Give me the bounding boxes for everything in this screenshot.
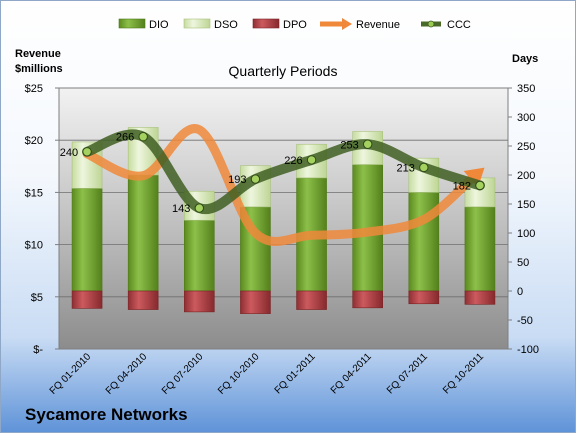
right-tick-label: 50 — [517, 257, 529, 269]
bar-dio — [184, 219, 215, 292]
legend-label-revenue: Revenue — [356, 19, 400, 31]
left-axis-label-line2: $millions — [15, 63, 63, 75]
chart-title: Quarterly Periods — [229, 63, 338, 79]
company-name: Sycamore Networks — [25, 405, 188, 424]
right-tick-label: 200 — [517, 170, 535, 182]
left-tick-label: $20 — [25, 135, 43, 147]
right-tick-label: 300 — [517, 112, 535, 124]
right-tick-label: -50 — [517, 315, 533, 327]
legend-swatch-dso — [183, 18, 211, 29]
category-label: FQ 01-2011 — [273, 351, 318, 396]
legend: DIO DSO DPO Revenue CCC — [118, 18, 471, 31]
bar-dpo — [240, 290, 271, 314]
left-tick-label: $5 — [31, 292, 43, 304]
legend-label-dpo: DPO — [283, 19, 307, 31]
ccc-point — [419, 162, 429, 173]
category-label: FQ 10-2011 — [441, 351, 486, 396]
legend-label-dso: DSO — [214, 19, 238, 31]
right-tick-label: 250 — [517, 141, 535, 153]
legend-marker-ccc — [427, 20, 435, 28]
right-tick-label: 350 — [517, 83, 535, 95]
category-label: FQ 07-2011 — [385, 351, 430, 396]
ccc-data-label: 266 — [116, 132, 134, 144]
category-label: FQ 04-2010 — [104, 351, 150, 397]
left-axis-label-line1: Revenue — [15, 48, 61, 60]
bar-dpo — [408, 290, 440, 305]
right-tick-label: -100 — [517, 344, 539, 356]
ccc-point — [82, 147, 92, 157]
left-tick-label: $- — [33, 344, 43, 356]
left-tick-label: $10 — [25, 240, 43, 252]
ccc-data-label: 193 — [228, 174, 246, 186]
bar-dio — [464, 206, 496, 292]
bar-dpo — [296, 290, 327, 310]
bar-dpo — [184, 290, 215, 313]
ccc-point — [250, 174, 261, 184]
bar-dio — [71, 188, 103, 292]
plot-area — [58, 87, 509, 350]
ccc-point — [138, 132, 148, 142]
legend-swatch-dpo — [252, 18, 280, 29]
ccc-point — [306, 155, 317, 165]
bar-dpo — [352, 290, 383, 309]
right-tick-label: 0 — [517, 286, 523, 298]
category-label: FQ 10-2010 — [216, 351, 262, 397]
bar-dpo — [127, 290, 159, 310]
bar-dio — [127, 174, 159, 292]
ccc-data-label: 182 — [453, 180, 471, 192]
category-label: FQ 04-2011 — [329, 351, 374, 396]
ccc-point — [194, 203, 205, 213]
right-axis-label: Days — [512, 53, 538, 65]
legend-label-ccc: CCC — [447, 19, 471, 31]
ccc-point — [362, 139, 373, 149]
bar-dpo — [464, 290, 496, 305]
ccc-data-label: 143 — [172, 203, 190, 215]
legend-label-dio: DIO — [149, 19, 169, 31]
right-tick-label: 150 — [517, 199, 535, 211]
ccc-data-label: 240 — [60, 147, 78, 159]
line-revenue — [82, 124, 477, 247]
legend-arrow-revenue — [342, 18, 352, 30]
ccc-point — [475, 180, 485, 191]
ccc-data-label: 226 — [284, 155, 302, 167]
bar-dpo — [71, 290, 103, 309]
left-tick-label: $15 — [25, 187, 43, 199]
legend-swatch-dio — [118, 18, 146, 29]
ccc-data-label: 213 — [396, 162, 414, 174]
data-labels: 240 266 143 193 226 253 213 182 — [60, 132, 471, 215]
category-label: FQ 01-2010 — [48, 351, 94, 397]
left-tick-label: $25 — [25, 83, 43, 95]
lines — [82, 124, 485, 247]
right-tick-label: 100 — [517, 228, 535, 240]
category-label: FQ 07-2010 — [160, 351, 206, 397]
ccc-data-label: 253 — [340, 139, 358, 151]
